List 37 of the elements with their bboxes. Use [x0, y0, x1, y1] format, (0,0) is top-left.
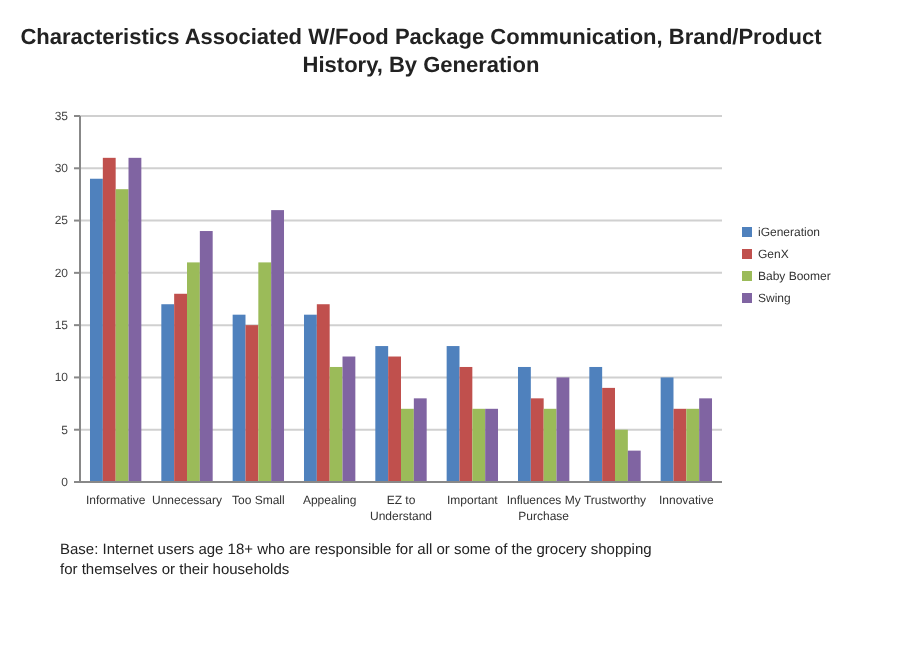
bar	[388, 356, 401, 482]
bar	[161, 304, 175, 482]
bar	[589, 366, 603, 482]
bar	[602, 387, 615, 482]
bar	[401, 408, 414, 482]
bar	[102, 157, 116, 482]
bar	[413, 398, 427, 482]
bar	[556, 377, 570, 482]
bar	[342, 356, 356, 482]
bar	[271, 210, 285, 482]
bar	[245, 325, 259, 482]
bar	[199, 231, 213, 482]
bar	[660, 377, 674, 482]
bar	[187, 262, 200, 482]
bar	[446, 346, 460, 482]
bar	[615, 429, 628, 482]
bar	[485, 408, 499, 482]
bar	[627, 450, 641, 482]
bar	[543, 408, 557, 482]
bar	[89, 178, 103, 482]
bar	[174, 293, 187, 482]
bar	[258, 262, 272, 482]
bar	[128, 157, 142, 482]
bar	[517, 366, 531, 482]
bar	[115, 189, 129, 482]
bar	[472, 408, 486, 482]
bar	[459, 366, 473, 482]
chart-title: Characteristics Associated W/Food Package Communication, Brand/Product History, By Generation	[20, 26, 823, 78]
bar	[699, 398, 713, 482]
bar	[686, 408, 700, 482]
bar	[303, 314, 317, 482]
bar	[375, 346, 389, 482]
bar	[316, 304, 330, 482]
bar	[329, 366, 343, 482]
bar	[673, 408, 687, 482]
bar	[232, 314, 246, 482]
bar	[530, 398, 544, 482]
